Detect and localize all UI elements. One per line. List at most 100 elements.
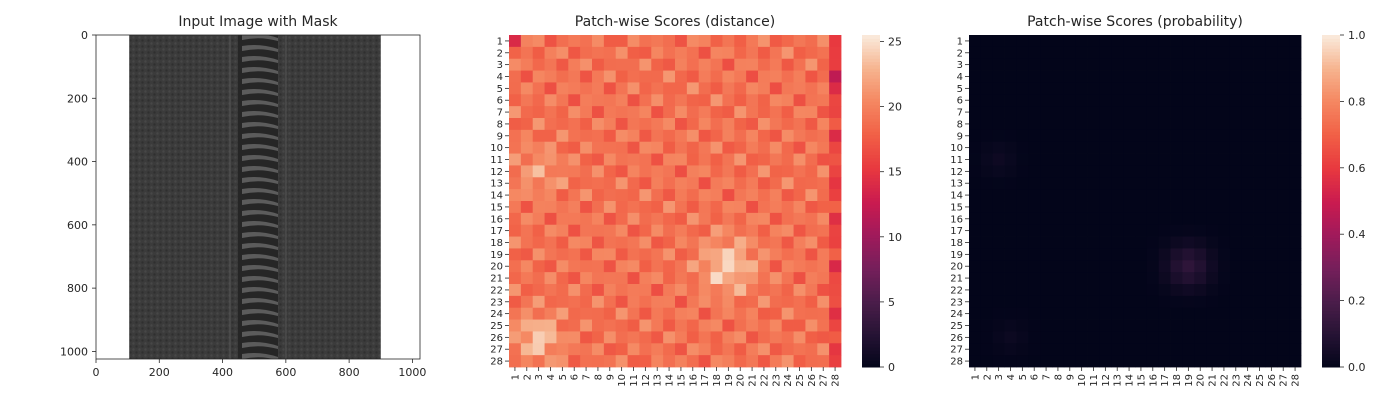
heatmap-cell [710, 35, 723, 48]
heatmap-cell [969, 129, 982, 143]
heatmap-cell [1277, 319, 1290, 332]
y-tick-label: 18 [490, 238, 503, 249]
heatmap-cell [1099, 106, 1112, 119]
heatmap-cell [969, 165, 982, 178]
heatmap-cell [556, 201, 569, 214]
heatmap-cell [1004, 201, 1017, 214]
heatmap-cell [710, 260, 723, 273]
heatmap-cell [781, 272, 794, 285]
heatmap-cell [710, 224, 723, 237]
x-tick-label: 10 [1077, 374, 1088, 387]
heatmap-cell [829, 58, 842, 71]
heatmap-cell [746, 319, 759, 332]
x-tick-label: 18 [1172, 374, 1183, 387]
x-tick-label: 800 [339, 366, 360, 379]
heatmap-cell [1241, 94, 1254, 107]
heatmap-cell [1265, 129, 1278, 143]
heatmap-cell [734, 46, 747, 60]
heatmap-cell [520, 319, 534, 332]
heatmap-cell [805, 153, 818, 166]
x-tick-label: 14 [1125, 374, 1136, 387]
heatmap-cell [734, 165, 747, 178]
heatmap-cell [1206, 284, 1219, 297]
heatmap-cell [769, 141, 783, 154]
heatmap-cell [1218, 177, 1231, 190]
heatmap-cell [568, 118, 581, 131]
heatmap-cell [1063, 331, 1077, 344]
heatmap-cell [1040, 319, 1053, 332]
heatmap-cell [603, 260, 617, 273]
heatmap-cell [603, 129, 617, 143]
heatmap-cell [1052, 295, 1065, 309]
x-tick-label: 23 [771, 374, 782, 387]
heatmap-cell [1253, 212, 1266, 226]
heatmap-cell [1206, 118, 1219, 131]
heatmap-cell [556, 355, 569, 368]
heatmap-cell [568, 295, 581, 309]
heatmap-cell [1206, 272, 1219, 285]
colorbar-segment [1322, 287, 1340, 292]
heatmap-cell [734, 153, 747, 166]
heatmap-cell [793, 284, 806, 297]
heatmap-cell [1182, 94, 1195, 107]
heatmap-cell [1218, 189, 1231, 202]
heatmap-cell [1087, 284, 1100, 297]
heatmap-cell [509, 58, 522, 71]
heatmap-cell [1063, 106, 1077, 119]
colorbar-segment [1322, 317, 1340, 322]
heatmap-cell [544, 284, 557, 297]
heatmap-cell [1063, 82, 1077, 95]
heatmap-cell [651, 295, 664, 309]
heatmap-cell [1004, 212, 1017, 226]
heatmap-cell [992, 343, 1005, 356]
heatmap-cell [734, 284, 747, 297]
heatmap-cell [1052, 331, 1065, 344]
heatmap-cell [1016, 212, 1029, 226]
heatmap-cell [1087, 58, 1100, 71]
heatmap-cell [734, 201, 747, 214]
colorbar-segment [862, 267, 880, 272]
heatmap-cell [663, 118, 676, 131]
heatmap-cell [1016, 165, 1029, 178]
colorbar-tick-label: 0.6 [1348, 162, 1366, 175]
heatmap-cell [615, 106, 628, 119]
heatmap-cell [603, 165, 617, 178]
heatmap-cell [1218, 106, 1231, 119]
heatmap-cell [627, 94, 640, 107]
colorbar-segment [1322, 214, 1340, 219]
heatmap-cell [509, 355, 522, 368]
heatmap-cell [1289, 355, 1302, 368]
heatmap-cell [793, 212, 806, 226]
colorbar-segment [1322, 323, 1340, 328]
heatmap-cell [710, 153, 723, 166]
heatmap-cell [746, 177, 759, 190]
colorbar-segment [862, 84, 880, 89]
heatmap-cell [520, 82, 534, 95]
heatmap-cell [829, 46, 842, 60]
heatmap-cell [1194, 177, 1207, 190]
heatmap-cell [651, 201, 664, 214]
heatmap-cell [1016, 141, 1029, 154]
heatmap-cell [1004, 70, 1017, 83]
heatmap-cell [639, 295, 652, 309]
heatmap-cell [1241, 58, 1254, 71]
heatmap-cell [746, 331, 759, 344]
colorbar-segment [862, 297, 880, 302]
heatmap-cell [1158, 153, 1171, 166]
heatmap-cell [1253, 284, 1266, 297]
heatmap-cell [1277, 236, 1290, 249]
heatmap-cell [758, 295, 771, 309]
heatmap-cell [769, 46, 783, 60]
heatmap-cell [1016, 129, 1029, 143]
heatmap-cell [532, 94, 545, 107]
heatmap-cell [675, 331, 688, 344]
heatmap-cell [1241, 165, 1254, 178]
heatmap-cell [710, 319, 723, 332]
heatmap-cell [969, 141, 982, 154]
heatmap-cell [1052, 58, 1065, 71]
heatmap-cell [829, 129, 842, 143]
heatmap-cell [781, 295, 794, 309]
heatmap-cell [992, 224, 1005, 237]
heatmap-cell [651, 248, 664, 261]
heatmap-cell [1241, 201, 1254, 214]
